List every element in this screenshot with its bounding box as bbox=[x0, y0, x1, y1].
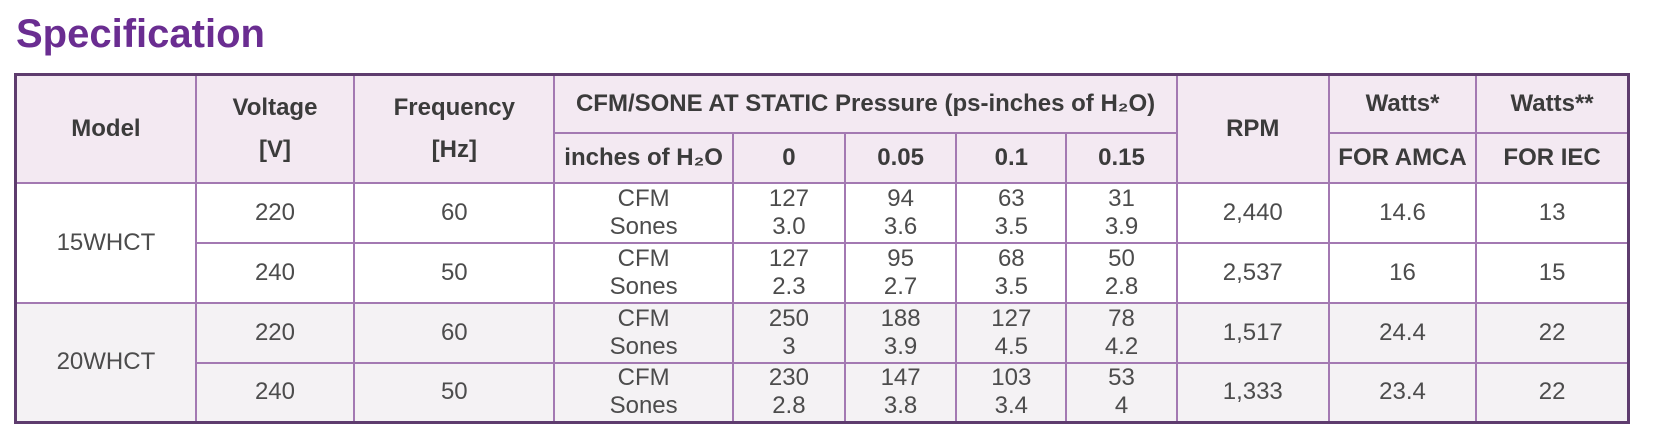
col-header-rpm: RPM bbox=[1175, 73, 1330, 184]
watts-iec-cell: 22 bbox=[1475, 301, 1630, 364]
frequency-cell: 60 bbox=[353, 181, 556, 244]
cfm-sone-cell-01: 103 3.4 bbox=[955, 361, 1068, 424]
watts-iec-cell: 15 bbox=[1475, 241, 1630, 304]
watts-amca-cell: 24.4 bbox=[1327, 301, 1478, 364]
frequency-cell: 50 bbox=[353, 361, 556, 424]
col-subheader-for-amca: FOR AMCA bbox=[1327, 131, 1478, 184]
cfm-sone-cell-01: 63 3.5 bbox=[955, 181, 1068, 244]
metric-label-cell: CFM Sones bbox=[553, 301, 734, 364]
col-subheader-pressure-005: 0.05 bbox=[843, 131, 958, 184]
col-subheader-pressure-0: 0 bbox=[731, 131, 847, 184]
col-subheader-inches-of-water: inches of H₂O bbox=[553, 131, 734, 184]
col-header-voltage: Voltage [V] bbox=[194, 73, 356, 184]
cfm-sone-cell-005: 188 3.9 bbox=[843, 301, 958, 364]
cfm-sone-cell-005: 147 3.8 bbox=[843, 361, 958, 424]
col-subheader-pressure-01: 0.1 bbox=[955, 131, 1068, 184]
watts-amca-cell: 16 bbox=[1327, 241, 1478, 304]
cfm-sone-cell-01: 127 4.5 bbox=[955, 301, 1068, 364]
col-header-watts-iec: Watts** bbox=[1475, 73, 1630, 134]
voltage-label: Voltage bbox=[232, 93, 318, 121]
frequency-label: Frequency bbox=[393, 93, 515, 121]
cfm-sone-cell-015: 50 2.8 bbox=[1065, 241, 1178, 304]
metric-label-cell: CFM Sones bbox=[553, 361, 734, 424]
watts-amca-cell: 23.4 bbox=[1327, 361, 1478, 424]
rpm-cell: 2,537 bbox=[1175, 241, 1330, 304]
col-header-watts-amca: Watts* bbox=[1327, 73, 1478, 134]
voltage-unit-label: [V] bbox=[258, 135, 291, 163]
specification-table: Model Voltage [V] Frequency [Hz] CFM/SON… bbox=[14, 73, 1630, 424]
voltage-cell: 220 bbox=[194, 301, 356, 364]
cfm-sone-cell-005: 95 2.7 bbox=[843, 241, 958, 304]
col-subheader-pressure-015: 0.15 bbox=[1065, 131, 1178, 184]
rpm-cell: 1,517 bbox=[1175, 301, 1330, 364]
table-row: 240 50 CFM Sones 230 2.8 147 3.8 103 3.4 bbox=[16, 361, 1630, 424]
page-title: Specification bbox=[16, 12, 265, 56]
voltage-cell: 240 bbox=[194, 241, 356, 304]
rpm-cell: 2,440 bbox=[1175, 181, 1330, 244]
voltage-cell: 240 bbox=[194, 361, 356, 424]
col-header-frequency: Frequency [Hz] bbox=[353, 73, 556, 184]
frequency-cell: 50 bbox=[353, 241, 556, 304]
voltage-cell: 220 bbox=[194, 181, 356, 244]
cfm-sone-cell-0: 127 3.0 bbox=[731, 181, 847, 244]
frequency-cell: 60 bbox=[353, 301, 556, 364]
cfm-sone-cell-0: 250 3 bbox=[731, 301, 847, 364]
watts-iec-cell: 13 bbox=[1475, 181, 1630, 244]
cfm-sone-cell-015: 78 4.2 bbox=[1065, 301, 1178, 364]
metric-label-cell: CFM Sones bbox=[553, 241, 734, 304]
cfm-sone-cell-01: 68 3.5 bbox=[955, 241, 1068, 304]
model-cell: 15WHCT bbox=[14, 181, 197, 304]
watts-iec-cell: 22 bbox=[1475, 361, 1630, 424]
table-row: 15WHCT 220 60 CFM Sones 127 3.0 94 3.6 6… bbox=[14, 181, 1630, 304]
table-row: 20WHCT 220 60 CFM Sones 250 3 188 3.9 12… bbox=[14, 301, 1630, 424]
cfm-sone-cell-0: 230 2.8 bbox=[731, 361, 847, 424]
cfm-sone-cell-015: 53 4 bbox=[1065, 361, 1178, 424]
col-header-model: Model bbox=[14, 73, 197, 184]
cfm-sone-cell-005: 94 3.6 bbox=[843, 181, 958, 244]
cfm-sone-cell-0: 127 2.3 bbox=[731, 241, 847, 304]
metric-label-cell: CFM Sones bbox=[553, 181, 734, 244]
table-row: 240 50 CFM Sones 127 2.3 95 2.7 68 3.5 bbox=[16, 241, 1630, 304]
col-subheader-for-iec: FOR IEC bbox=[1475, 131, 1630, 184]
col-header-cfm-sone-group: CFM/SONE AT STATIC Pressure (ps-inches o… bbox=[553, 73, 1178, 134]
model-cell: 20WHCT bbox=[14, 301, 197, 424]
rpm-cell: 1,333 bbox=[1175, 361, 1330, 424]
cfm-sone-cell-015: 31 3.9 bbox=[1065, 181, 1178, 244]
watts-amca-cell: 14.6 bbox=[1327, 181, 1478, 244]
frequency-unit-label: [Hz] bbox=[431, 135, 477, 163]
